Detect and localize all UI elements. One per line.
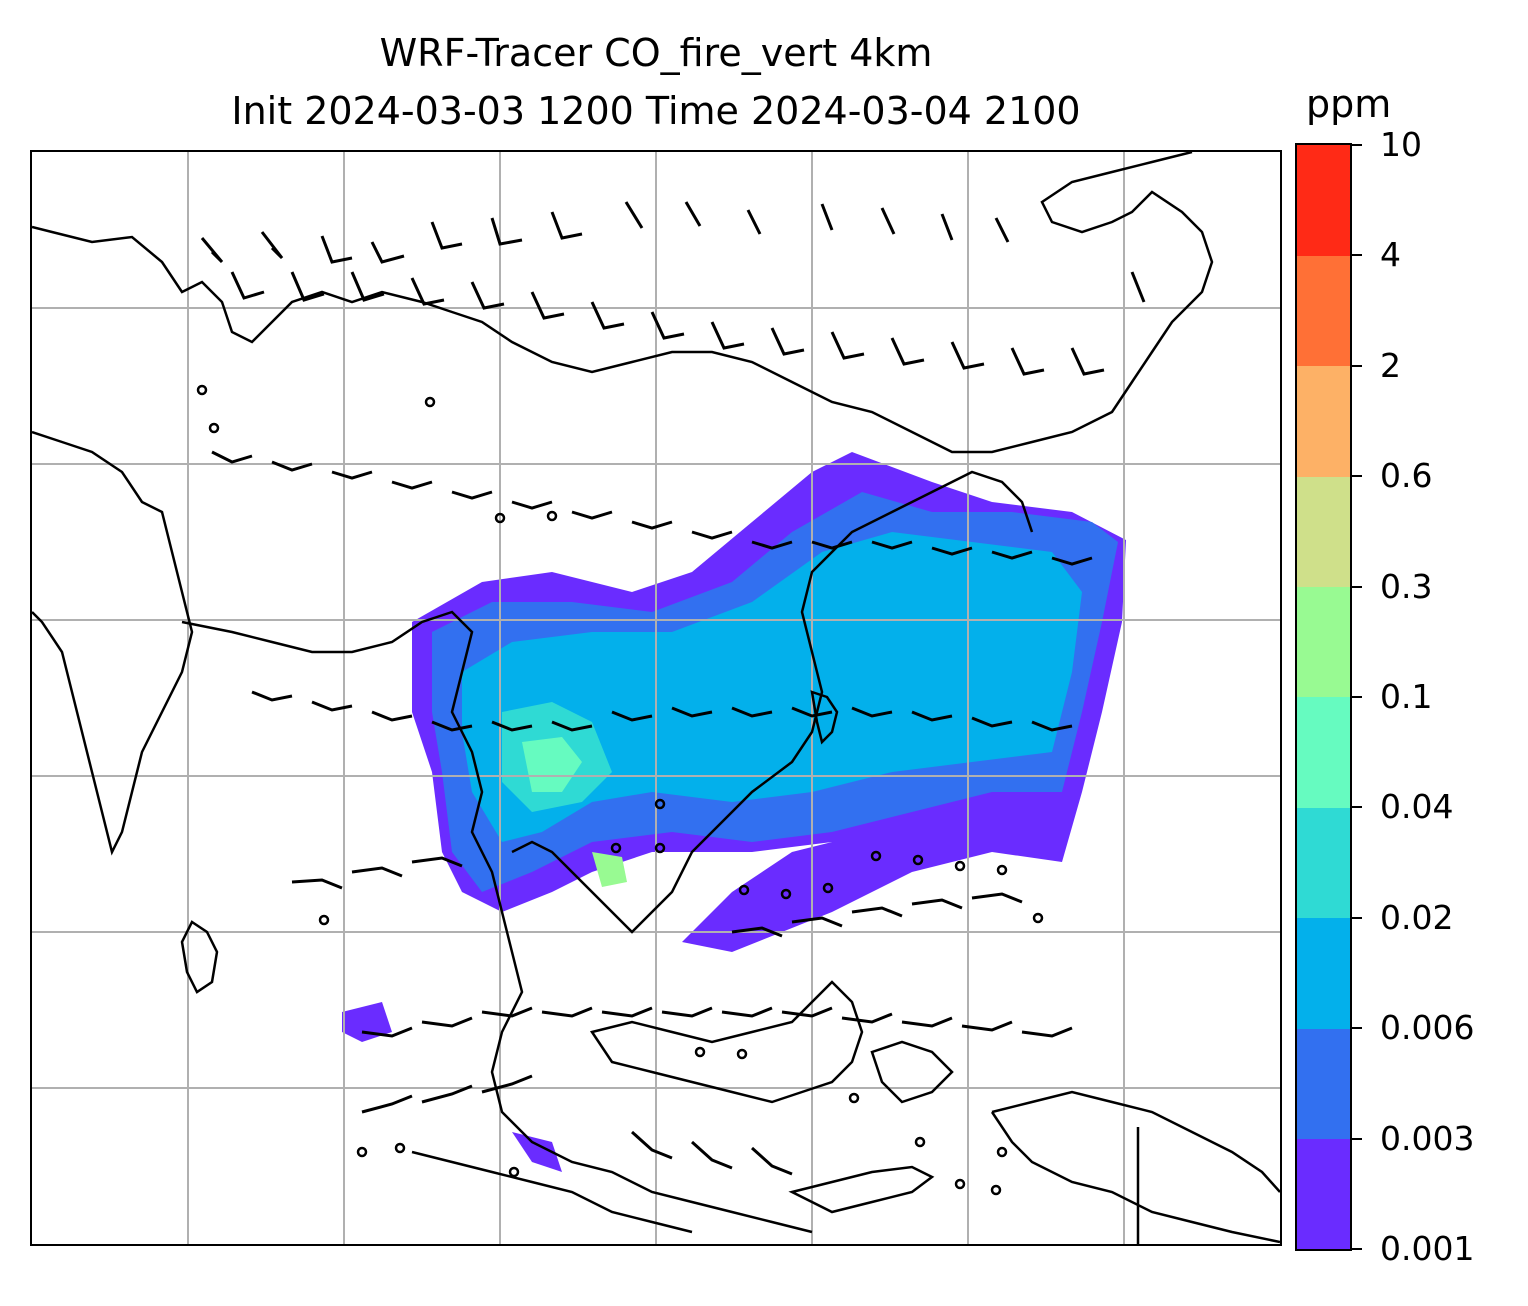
- plume-outer-south2: [512, 1132, 562, 1172]
- colorbar-tick-mark: [1352, 696, 1362, 698]
- colorbar-tick-label: 0.003: [1380, 1118, 1475, 1158]
- plume-outer-south: [342, 1002, 392, 1042]
- coastlines: [32, 152, 1280, 1244]
- colorbar-segment: [1297, 807, 1350, 919]
- colorbar-tick-label: 0.6: [1380, 456, 1433, 496]
- co-plume-layer: [342, 452, 1126, 1172]
- colorbar-segment: [1297, 145, 1350, 256]
- colorbar-segment: [1297, 1138, 1350, 1250]
- colorbar: [1295, 143, 1352, 1251]
- plume-hotspot2: [522, 737, 582, 792]
- colorbar-segment: [1297, 365, 1350, 477]
- colorbar-tick-mark: [1352, 144, 1362, 146]
- map-panel: [30, 150, 1282, 1246]
- colorbar-tick-label: 2: [1380, 345, 1401, 385]
- colorbar-tick-mark: [1352, 1248, 1362, 1250]
- colorbar-tick-label: 0.3: [1380, 566, 1433, 606]
- colorbar-units: ppm: [1306, 82, 1392, 126]
- colorbar-segment: [1297, 697, 1350, 808]
- colorbar-tick-mark: [1352, 475, 1362, 478]
- colorbar-tick-label: 0.04: [1380, 787, 1454, 827]
- map-title-line1: WRF-Tracer CO_fire_vert 4km: [379, 31, 933, 75]
- colorbar-segment: [1297, 476, 1350, 588]
- colorbar-tick-label: 0.001: [1380, 1229, 1475, 1268]
- wind-barbs: [200, 201, 1146, 1176]
- calm-markers: [196, 384, 1044, 1196]
- colorbar-tick-label: 0.02: [1380, 897, 1454, 937]
- colorbar-tick-label: 0.1: [1380, 677, 1433, 716]
- colorbar-segment: [1297, 1028, 1350, 1140]
- colorbar-tick-mark: [1352, 1027, 1362, 1030]
- colorbar-tick-label: 0.006: [1380, 1008, 1475, 1048]
- plume-hotspot3: [592, 852, 627, 887]
- plume-core: [462, 532, 1082, 842]
- colorbar-tick-mark: [1352, 1137, 1362, 1140]
- colorbar-tick-mark: [1352, 916, 1362, 919]
- colorbar-tick-mark: [1352, 585, 1362, 588]
- map-canvas: [32, 152, 1280, 1244]
- colorbar-tick-mark: [1352, 254, 1362, 257]
- colorbar-tick-mark: [1352, 364, 1362, 367]
- colorbar-segment: [1297, 255, 1350, 367]
- colorbar-segment: [1297, 917, 1350, 1029]
- colorbar-tick-label: 4: [1380, 235, 1401, 275]
- map-title-line2: Init 2024-03-03 1200 Time 2024-03-04 210…: [231, 89, 1081, 133]
- colorbar-tick-mark: [1352, 806, 1362, 809]
- colorbar-tick-label: 10: [1380, 125, 1422, 164]
- colorbar-segment: [1297, 586, 1350, 698]
